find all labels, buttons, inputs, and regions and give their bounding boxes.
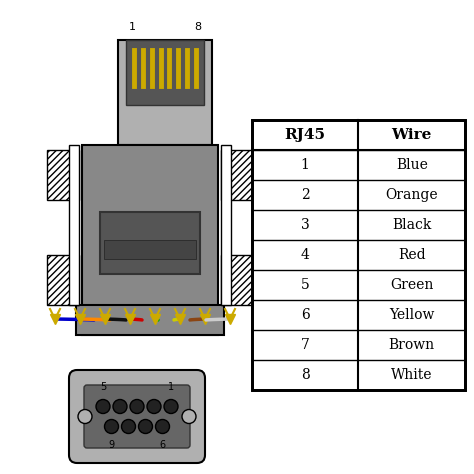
Text: 6: 6 bbox=[301, 308, 310, 322]
FancyBboxPatch shape bbox=[69, 370, 205, 463]
Text: Red: Red bbox=[398, 248, 426, 262]
Text: Blue: Blue bbox=[396, 158, 428, 172]
Text: Brown: Brown bbox=[389, 338, 435, 352]
Text: 1: 1 bbox=[128, 22, 136, 32]
Circle shape bbox=[138, 419, 153, 434]
Bar bbox=[221, 145, 231, 305]
Text: 3: 3 bbox=[301, 218, 310, 232]
Text: 2: 2 bbox=[301, 188, 310, 202]
Bar bbox=[47, 255, 79, 305]
Text: 4: 4 bbox=[301, 248, 310, 262]
Text: Orange: Orange bbox=[385, 188, 438, 202]
Text: 9: 9 bbox=[109, 440, 115, 450]
Circle shape bbox=[130, 400, 144, 413]
FancyBboxPatch shape bbox=[84, 385, 190, 448]
Circle shape bbox=[182, 410, 196, 423]
Text: White: White bbox=[391, 368, 432, 382]
Text: 8: 8 bbox=[301, 368, 310, 382]
Bar bbox=[69, 145, 79, 305]
Text: Green: Green bbox=[390, 278, 433, 292]
Text: Wire: Wire bbox=[392, 128, 432, 142]
Text: RJ45: RJ45 bbox=[285, 128, 326, 142]
Circle shape bbox=[155, 419, 170, 434]
Bar bbox=[100, 211, 200, 274]
Bar bbox=[142, 145, 189, 167]
Circle shape bbox=[96, 400, 110, 413]
Circle shape bbox=[113, 400, 127, 413]
Bar bbox=[104, 240, 196, 258]
Circle shape bbox=[147, 400, 161, 413]
Circle shape bbox=[78, 410, 92, 423]
Text: 8: 8 bbox=[194, 22, 201, 32]
Text: 5: 5 bbox=[301, 278, 310, 292]
Text: 1: 1 bbox=[168, 383, 174, 392]
Bar bbox=[76, 305, 224, 335]
Bar bbox=[252, 120, 465, 390]
Bar bbox=[47, 150, 79, 200]
Bar bbox=[252, 120, 465, 390]
Text: 7: 7 bbox=[301, 338, 310, 352]
Circle shape bbox=[121, 419, 136, 434]
Text: 6: 6 bbox=[159, 440, 165, 450]
Bar bbox=[126, 40, 204, 105]
Circle shape bbox=[104, 419, 118, 434]
Bar bbox=[82, 145, 218, 335]
Text: Black: Black bbox=[392, 218, 431, 232]
Text: Yellow: Yellow bbox=[389, 308, 435, 322]
Bar bbox=[118, 40, 212, 145]
Bar bbox=[221, 150, 253, 200]
Text: 5: 5 bbox=[100, 383, 106, 392]
Text: 1: 1 bbox=[301, 158, 310, 172]
Bar bbox=[221, 255, 253, 305]
Circle shape bbox=[164, 400, 178, 413]
